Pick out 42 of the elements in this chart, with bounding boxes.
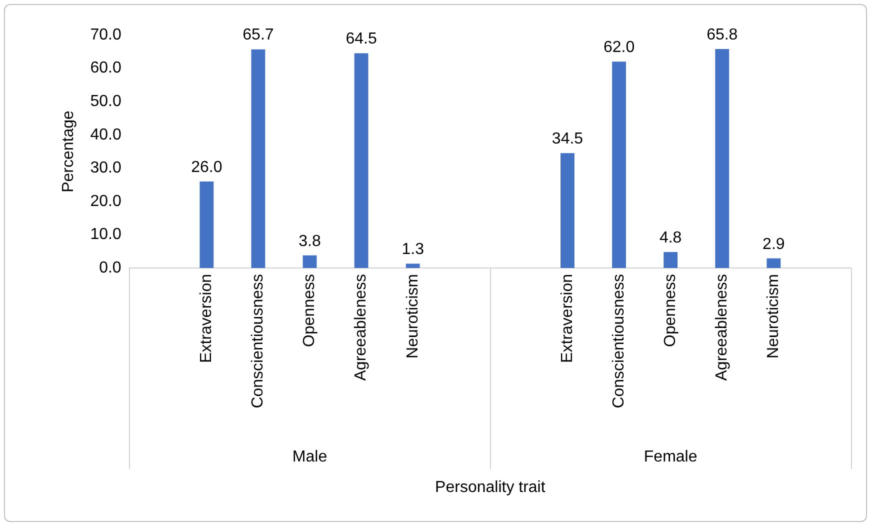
x-tick-label: Conscientiousness bbox=[250, 274, 267, 408]
bar bbox=[406, 264, 420, 268]
x-tick-label: Neuroticism bbox=[765, 274, 782, 358]
y-tick-label: 50.0 bbox=[90, 92, 122, 110]
x-tick-label: Openness bbox=[662, 274, 679, 347]
bar bbox=[612, 62, 626, 268]
x-tick-label: Extraversion bbox=[558, 274, 576, 363]
bar bbox=[766, 258, 781, 268]
data-label: 65.7 bbox=[242, 26, 274, 44]
y-tick-label: 0.0 bbox=[99, 259, 122, 276]
text: Female bbox=[644, 448, 698, 466]
y-axis-title: Percentage bbox=[60, 110, 78, 192]
bar bbox=[200, 181, 214, 268]
data-label: 65.8 bbox=[706, 26, 738, 44]
data-label: 1.3 bbox=[402, 241, 424, 258]
bar bbox=[664, 252, 678, 268]
x-tick-label: Agreeableness bbox=[714, 274, 731, 381]
bar bbox=[251, 49, 266, 268]
bar bbox=[302, 255, 317, 268]
y-tick-label: 60.0 bbox=[90, 60, 122, 77]
y-tick-label: 20.0 bbox=[90, 192, 122, 210]
bar bbox=[560, 153, 574, 268]
y-tick-label: 30.0 bbox=[90, 160, 122, 177]
x-tick-label: Conscientiousness bbox=[610, 274, 628, 408]
data-label: 34.5 bbox=[552, 130, 584, 148]
x-axis-title: Personality trait bbox=[435, 478, 546, 496]
y-tick-label: 10.0 bbox=[90, 226, 122, 244]
bar bbox=[715, 48, 730, 268]
data-label: 2.9 bbox=[762, 236, 785, 253]
y-tick-label: 40.0 bbox=[90, 126, 122, 144]
x-tick-label: Agreeableness bbox=[352, 274, 370, 381]
data-label: 4.8 bbox=[659, 229, 682, 246]
y-tick-label: 70.0 bbox=[90, 26, 122, 44]
data-label: 62.0 bbox=[603, 39, 635, 56]
x-tick-label: Extraversion bbox=[198, 274, 216, 363]
x-tick-label: Openness bbox=[301, 274, 318, 347]
x-tick-label: Neuroticism bbox=[404, 274, 422, 358]
data-label: 64.5 bbox=[346, 30, 377, 48]
bar bbox=[354, 53, 368, 268]
data-label: 26.0 bbox=[191, 158, 222, 176]
text: Male bbox=[292, 448, 328, 466]
data-label: 3.8 bbox=[298, 232, 321, 250]
